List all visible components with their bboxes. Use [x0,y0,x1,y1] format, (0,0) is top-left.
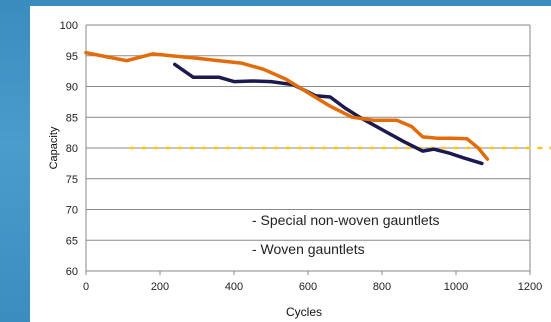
y-tick-label: 75 [66,174,78,186]
x-tick-label: 0 [83,281,89,293]
x-tick-label: 1000 [444,281,468,293]
grid-lines [85,24,531,275]
y-tick-label: 95 [66,51,78,63]
x-tick-label: 400 [225,281,243,293]
legend-entry-non-woven: - Special non-woven gauntlets [252,212,440,228]
y-tick-label: 90 [66,82,78,94]
legend-entry-woven: - Woven gauntlets [252,241,365,257]
x-tick-labels: 0 200 400 600 800 1000 1200 [83,281,542,293]
x-axis-title: Cycles [286,305,322,319]
y-axis-title: Capacity [48,126,60,169]
y-tick-labels: 100 95 90 85 80 75 70 65 60 [60,20,78,278]
y-tick-label: 100 [60,20,78,32]
y-tick-label: 65 [66,235,78,247]
y-tick-label: 60 [66,266,78,278]
y-tick-label: 70 [66,205,78,217]
x-tick-label: 200 [151,281,169,293]
x-tick-label: 1200 [518,281,542,293]
y-tick-label: 85 [66,112,78,124]
series-line [84,50,490,161]
series-line [173,62,484,166]
x-tick-label: 600 [299,281,317,293]
series-group [84,50,490,166]
x-tick-label: 800 [373,281,391,293]
y-tick-label: 80 [66,143,78,155]
